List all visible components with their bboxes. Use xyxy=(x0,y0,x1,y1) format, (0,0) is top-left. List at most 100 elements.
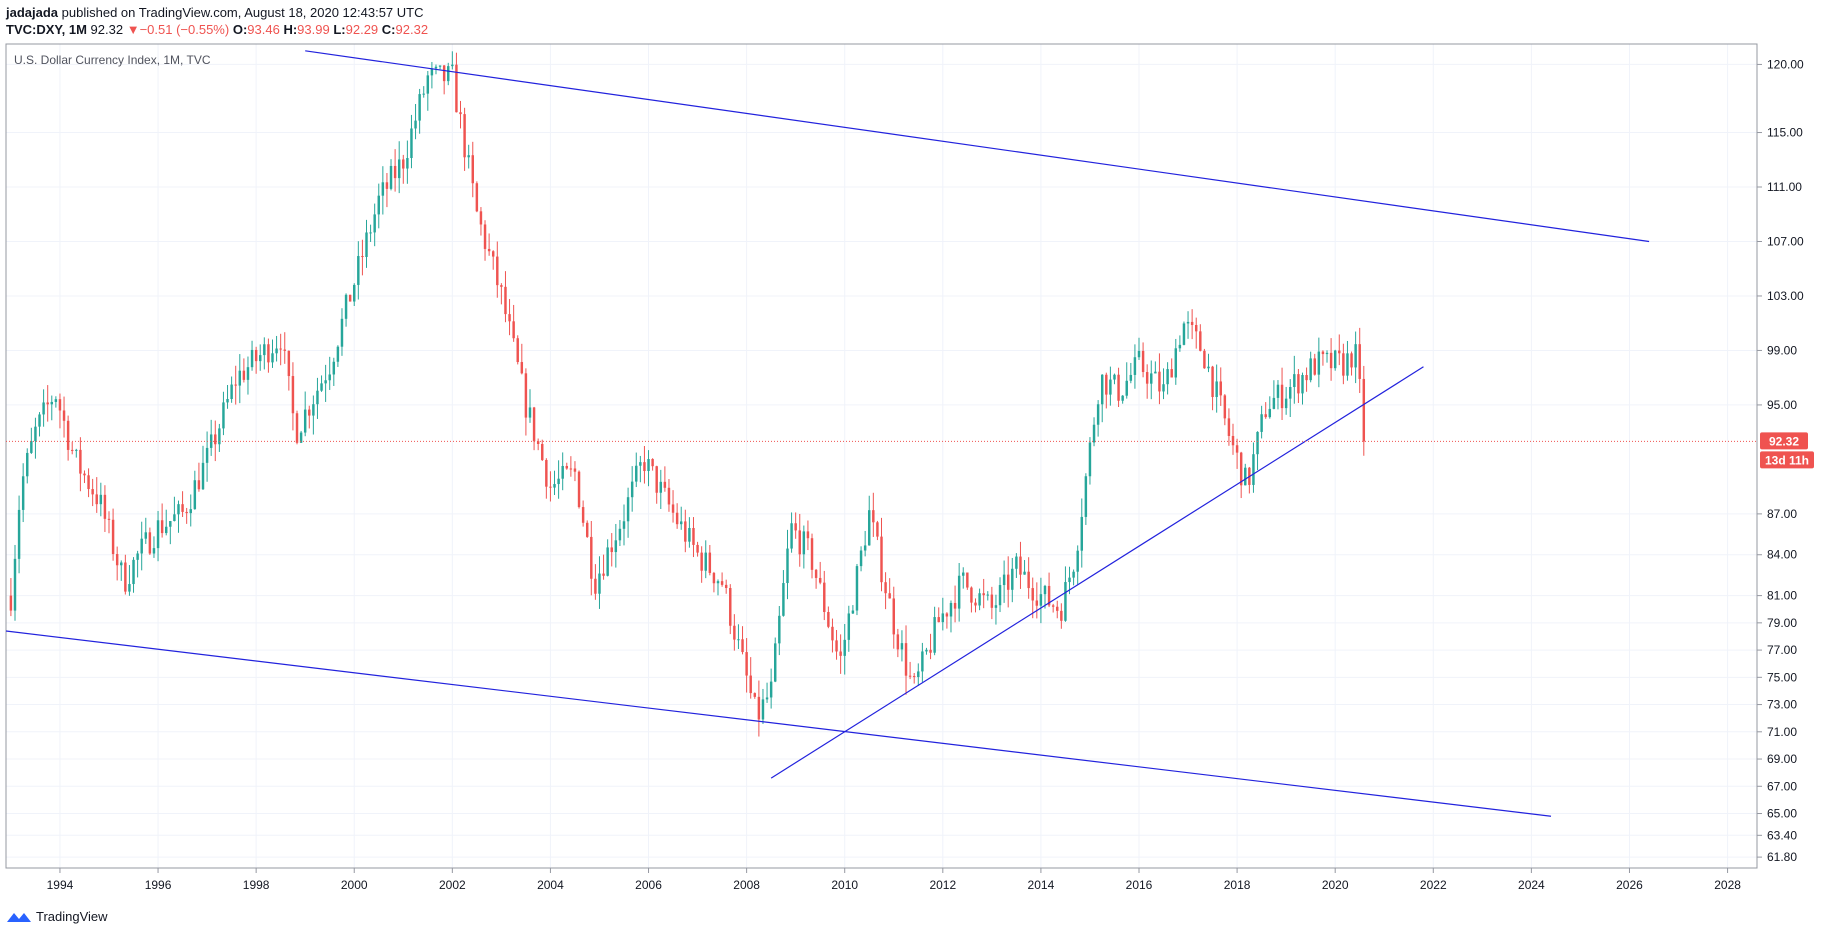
x-tick-label: 2018 xyxy=(1224,878,1251,892)
trendline[interactable] xyxy=(770,366,1424,779)
candle-body xyxy=(1309,358,1312,381)
candle-body xyxy=(1293,374,1296,388)
candle-body xyxy=(316,390,319,405)
candle-body xyxy=(1297,374,1300,394)
candle-body xyxy=(1113,374,1116,380)
candle-body xyxy=(275,348,278,354)
candle-body xyxy=(455,64,458,113)
candle-body xyxy=(802,531,806,555)
y-tick-label: 87.00 xyxy=(1767,507,1797,521)
candle-body xyxy=(520,362,524,374)
candle-body xyxy=(949,602,953,617)
logo-text: TradingView xyxy=(36,909,108,924)
candle-body xyxy=(1215,381,1218,398)
candle-body xyxy=(1154,371,1157,374)
countdown-label: 13d 11h xyxy=(1765,453,1809,467)
candle-body xyxy=(929,649,932,653)
candle-body xyxy=(193,480,197,510)
candle-body xyxy=(1354,344,1357,368)
tradingview-logo[interactable]: TradingView xyxy=(6,909,108,924)
candle-body xyxy=(904,643,908,676)
candle-body xyxy=(467,155,470,158)
x-tick-label: 2028 xyxy=(1714,878,1741,892)
y-tick-label: 71.00 xyxy=(1767,725,1797,739)
candle-body xyxy=(250,349,254,368)
plot-border xyxy=(5,43,1758,869)
candle-body xyxy=(986,594,989,596)
candle-body xyxy=(724,584,728,589)
candle-body xyxy=(925,649,928,652)
candle-body xyxy=(128,584,131,592)
ohlc-line: TVC:DXY, 1M 92.32 ▼−0.51 (−0.55%) O:93.4… xyxy=(6,21,428,38)
time-axis[interactable]: 1994 1996 1998 2000 2002 2004 2006 2008 2010 2012… xyxy=(47,868,1742,892)
author-name[interactable]: jadajada xyxy=(6,5,59,20)
candle-body xyxy=(892,598,895,635)
x-tick-label: 2008 xyxy=(733,878,760,892)
candle-body xyxy=(30,441,33,453)
high-label: H: xyxy=(283,22,298,37)
candle-body xyxy=(254,349,258,362)
trendline[interactable] xyxy=(305,50,1650,243)
change-arrow-icon: ▼ xyxy=(126,22,140,37)
candle-body xyxy=(1211,366,1214,398)
candle-body xyxy=(1329,352,1333,369)
candle-body xyxy=(684,521,687,542)
candle-body xyxy=(91,489,94,495)
candle-body xyxy=(83,473,86,476)
candle-body xyxy=(1039,594,1043,606)
trendlines[interactable] xyxy=(5,50,1650,817)
candle-body xyxy=(1174,348,1178,378)
candle-body xyxy=(312,404,315,416)
close-label: C: xyxy=(381,22,396,37)
candle-body xyxy=(115,554,119,566)
candle-body xyxy=(1137,350,1141,358)
y-tick-label: 84.00 xyxy=(1767,548,1797,562)
candle-body xyxy=(818,577,822,583)
candle-body xyxy=(549,486,552,488)
last-price-line: 92.32 13d 11h xyxy=(6,432,1814,469)
price-axis[interactable]: 120.00 115.00 111.00 107.00 103.00 99.00 95.00… xyxy=(1757,57,1804,864)
candle-body xyxy=(332,361,336,375)
candle-body xyxy=(970,587,973,603)
candle-body xyxy=(806,531,810,539)
candle-body xyxy=(422,93,425,95)
candle-body xyxy=(1350,353,1353,368)
candle-body xyxy=(397,159,401,179)
candle-body xyxy=(348,294,352,302)
candle-body xyxy=(594,578,597,594)
y-tick-label: 75.00 xyxy=(1767,670,1797,684)
candle-body xyxy=(1133,357,1137,375)
candle-body xyxy=(774,643,777,682)
change-value: −0.51 (−0.55%) xyxy=(139,22,230,37)
candle-body xyxy=(1051,605,1055,607)
candle-body xyxy=(696,544,699,553)
candle-body xyxy=(1289,387,1292,399)
candle-body xyxy=(361,256,364,258)
close-value: 92.32 xyxy=(395,22,429,37)
candle-body xyxy=(565,465,569,469)
candle-body xyxy=(308,409,311,416)
candle-body xyxy=(1207,366,1210,369)
candle-body xyxy=(741,639,744,653)
trendline[interactable] xyxy=(5,630,1552,817)
candle-body xyxy=(1284,398,1288,409)
candle-body xyxy=(62,410,66,421)
candle-body xyxy=(389,165,393,189)
candle-body xyxy=(1121,395,1124,401)
candle-body xyxy=(557,478,560,485)
candle-body xyxy=(1019,556,1022,575)
candle-body xyxy=(246,367,250,380)
candle-body xyxy=(786,548,789,584)
candle-body xyxy=(160,520,164,534)
candle-body xyxy=(1325,352,1329,355)
candle-body xyxy=(340,318,344,347)
candle-body xyxy=(79,449,82,474)
x-tick-label: 2026 xyxy=(1616,878,1643,892)
candle-body xyxy=(434,66,438,69)
candle-body xyxy=(328,374,331,381)
candle-body xyxy=(541,444,544,460)
candle-body xyxy=(120,562,123,566)
candle-body xyxy=(868,510,871,546)
